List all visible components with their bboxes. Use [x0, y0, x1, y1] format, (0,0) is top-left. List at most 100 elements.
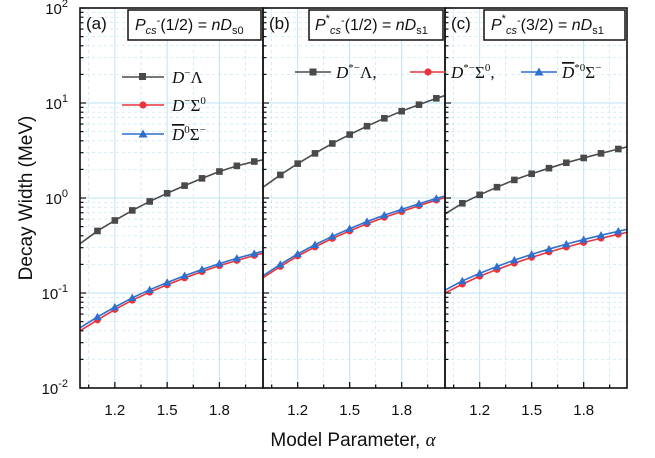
- data-point-triangle: [328, 232, 337, 240]
- series-line-circle: [80, 252, 263, 332]
- series-line-square: [445, 146, 627, 215]
- panel-b-title: P*cs-(1/2) = nDs1: [315, 13, 428, 37]
- data-point-triangle: [215, 259, 224, 267]
- data-point-triangle: [544, 244, 554, 253]
- data-point-square: [311, 150, 319, 157]
- panel-c-header: (c) P*cs-(3/2) = nDs1: [451, 9, 626, 41]
- data-point-triangle: [232, 254, 242, 262]
- panel-a-tag: (a): [86, 14, 107, 33]
- data-point-triangle: [93, 312, 102, 321]
- data-point-square: [415, 101, 423, 108]
- data-point-triangle: [475, 269, 484, 277]
- data-point-square: [111, 217, 119, 224]
- y-tick-label: 10-2: [42, 378, 68, 398]
- legend-marker-circle: [139, 101, 147, 109]
- legend-label-dminus-sigma0: D−Σ0: [171, 95, 206, 115]
- panel-c-title-box: [483, 9, 626, 41]
- x-axis-title-text: Model Parameter,: [270, 430, 425, 451]
- data-point-triangle: [596, 231, 606, 239]
- data-point-triangle: [128, 293, 137, 302]
- data-point-square: [181, 182, 188, 189]
- legend-label-dbar0-sigmaminus: D0Σ−: [171, 124, 206, 144]
- data-point-square: [329, 140, 336, 147]
- data-point-triangle: [492, 262, 502, 270]
- panel-b-header: (b) P*cs-(1/2) = nDs1: [269, 9, 444, 41]
- data-point-square: [277, 171, 284, 179]
- y-tick-label: 101: [45, 93, 68, 113]
- data-point-square: [128, 207, 136, 214]
- y-tick-label: 10-1: [42, 283, 68, 303]
- panel-a-header: (a) Pcs-(1/2) = nDs0: [86, 9, 262, 41]
- series-line-circle: [445, 231, 627, 294]
- panel-b-title-box: [308, 9, 444, 41]
- data-point-triangle: [250, 249, 259, 257]
- x-tick-label: 1.2: [104, 402, 125, 419]
- legend-marker-triangle: [138, 129, 148, 138]
- data-point-triangle: [397, 205, 406, 213]
- data-point-square: [476, 191, 483, 199]
- x-tick-label: 1.8: [391, 402, 412, 419]
- data-point-triangle: [380, 210, 389, 219]
- x-axis-title-alpha: α: [426, 430, 437, 451]
- data-point-triangle: [414, 199, 424, 207]
- x-tick-label: 1.2: [469, 402, 490, 419]
- data-point-square: [198, 175, 206, 182]
- legend-marker-square: [139, 73, 146, 80]
- data-point-triangle: [162, 278, 172, 286]
- data-point-square: [363, 122, 371, 130]
- legend-panel-a: D−Λ D−Σ0 D0Σ−: [122, 67, 206, 144]
- data-point-square: [346, 131, 353, 138]
- legend-top-marker-square: [309, 68, 317, 76]
- x-tick-label: 1.8: [209, 402, 230, 419]
- panel-a-title-box: [127, 9, 262, 41]
- data-point-square: [545, 164, 553, 172]
- legend-top-marker-circle: [424, 68, 432, 76]
- data-point-square: [597, 150, 605, 157]
- data-point-triangle: [180, 271, 189, 279]
- panel-b-tag: (b): [269, 14, 290, 33]
- series-line-square: [80, 159, 263, 245]
- x-tick-label: 1.2: [287, 402, 308, 419]
- legend-top-label-dstar-sigma0: D*−Σ0,: [450, 62, 495, 82]
- data-point-triangle: [510, 255, 519, 264]
- data-point-square: [163, 190, 171, 197]
- data-point-triangle: [197, 265, 207, 273]
- data-point-triangle: [458, 276, 467, 285]
- data-point-triangle: [562, 239, 571, 248]
- data-point-triangle: [527, 250, 536, 258]
- legend-top: D*−Λ, D*−Σ0, D*0Σ−: [295, 62, 601, 82]
- data-point-square: [146, 198, 154, 205]
- data-point-triangle: [579, 235, 588, 243]
- data-point-square: [459, 199, 466, 207]
- data-point-square: [216, 168, 223, 175]
- data-point-triangle: [614, 227, 623, 235]
- series-line-circle: [263, 196, 445, 279]
- data-point-triangle: [310, 240, 320, 248]
- panel-c-tag: (c): [451, 14, 471, 33]
- y-tick-label: 100: [45, 188, 68, 208]
- data-point-square: [580, 154, 587, 162]
- y-axis-title: Decay Width (MeV): [16, 116, 37, 281]
- x-axis-title: Model Parameter, α: [270, 430, 436, 451]
- data-point-triangle: [345, 224, 354, 232]
- series-layer: [80, 94, 627, 332]
- data-point-triangle: [110, 302, 120, 311]
- data-point-square: [250, 158, 258, 165]
- panel-a-series: [80, 158, 263, 332]
- data-point-triangle: [362, 217, 372, 225]
- series-line-square: [263, 94, 445, 188]
- data-point-square: [493, 183, 501, 191]
- legend-label-dminus-lambda: D−Λ: [171, 67, 204, 87]
- axes-frame: [79, 7, 628, 389]
- data-point-square: [398, 107, 405, 115]
- data-point-triangle: [145, 285, 154, 294]
- data-point-square: [381, 115, 388, 122]
- data-point-square: [94, 227, 101, 235]
- data-point-square: [563, 159, 570, 167]
- data-point-square: [433, 95, 440, 102]
- data-point-square: [233, 162, 241, 170]
- data-point-square: [528, 170, 535, 178]
- panel-b-series: [263, 94, 445, 279]
- legend-top-label-dstar-lambda: D*−Λ,: [335, 62, 377, 82]
